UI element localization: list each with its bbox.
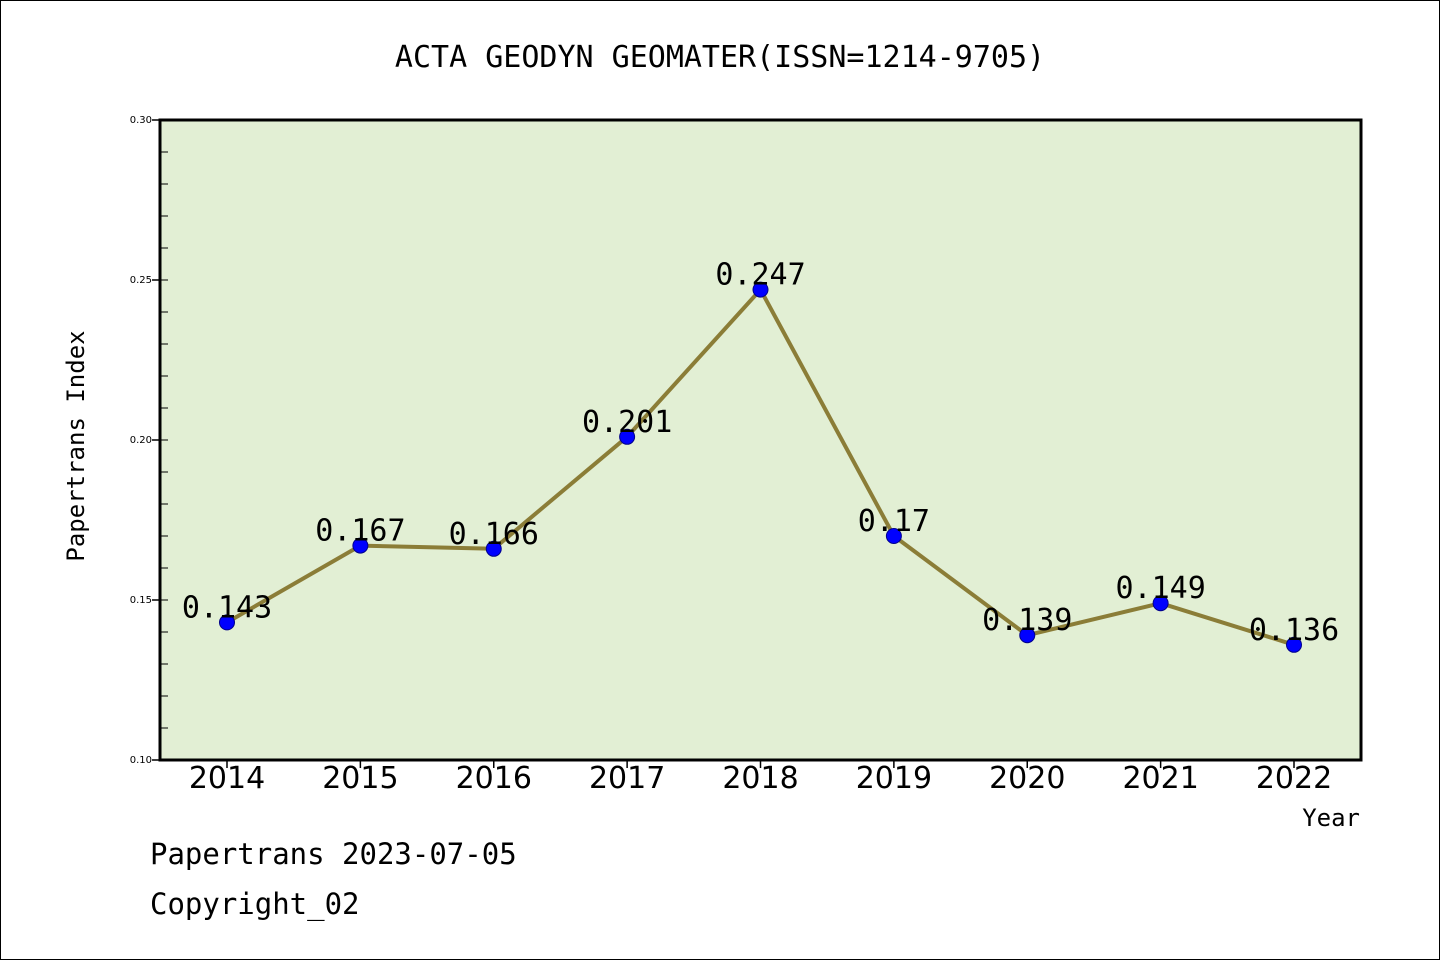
x-tick-label: 2018 xyxy=(722,761,798,796)
data-point-2019 xyxy=(885,528,902,544)
x-ticks: 2014 2015 2016 2017 2018 2019 2020 2021 2022 xyxy=(189,760,1332,796)
chart-title: ACTA GEODYN GEOMATER(ISSN=1214-9705) xyxy=(395,40,1045,75)
data-label-2021: 0.149 xyxy=(1115,571,1205,606)
x-tick-label: 2019 xyxy=(856,761,932,796)
data-point-2018 xyxy=(752,281,769,298)
y-tick-label: 0.15 xyxy=(130,595,152,606)
data-label-2015: 0.167 xyxy=(315,514,405,549)
data-point-2022 xyxy=(1286,636,1302,653)
data-label-2019: 0.17 xyxy=(858,504,930,539)
y-axis-label: Papertrans Index xyxy=(62,330,90,561)
x-tick-label: 2021 xyxy=(1122,761,1198,796)
footer-date: Papertrans 2023-07-05 xyxy=(150,837,517,871)
x-tick-label: 2015 xyxy=(322,761,398,796)
data-point-2016 xyxy=(485,540,502,557)
y-tick-label: 0.30 xyxy=(130,115,152,126)
data-labels: 0.143 0.167 0.166 0.201 0.247 0.17 0.139 0.149 0… xyxy=(182,258,1339,648)
data-label-2016: 0.166 xyxy=(449,517,539,552)
plot-area xyxy=(160,120,1361,760)
data-label-2017: 0.201 xyxy=(582,405,672,440)
data-label-2020: 0.139 xyxy=(982,603,1072,638)
data-point-2021 xyxy=(1152,595,1169,612)
data-point-2014 xyxy=(219,614,235,631)
data-point-2017 xyxy=(619,428,636,445)
data-label-2022: 0.136 xyxy=(1249,613,1339,648)
y-tick-label: 0.20 xyxy=(130,435,152,446)
x-axis-label: Year xyxy=(1302,804,1360,832)
data-point-2015 xyxy=(352,537,369,554)
data-label-2014: 0.143 xyxy=(182,590,272,625)
markers xyxy=(219,281,1302,653)
y-major-ticks: 0.10 0.15 0.20 0.25 0.30 xyxy=(130,115,160,766)
y-tick-label: 0.10 xyxy=(130,755,152,766)
x-tick-label: 2020 xyxy=(989,761,1065,796)
x-tick-label: 2016 xyxy=(456,761,532,796)
footer-copyright: Copyright_02 xyxy=(150,887,360,922)
data-label-2018: 0.247 xyxy=(715,258,805,293)
plot-border xyxy=(158,118,1363,762)
x-tick-label: 2014 xyxy=(189,761,265,796)
x-tick-label: 2017 xyxy=(589,761,665,796)
x-tick-label: 2022 xyxy=(1256,761,1332,796)
data-point-2020 xyxy=(1019,627,1036,644)
y-tick-label: 0.25 xyxy=(130,275,152,286)
